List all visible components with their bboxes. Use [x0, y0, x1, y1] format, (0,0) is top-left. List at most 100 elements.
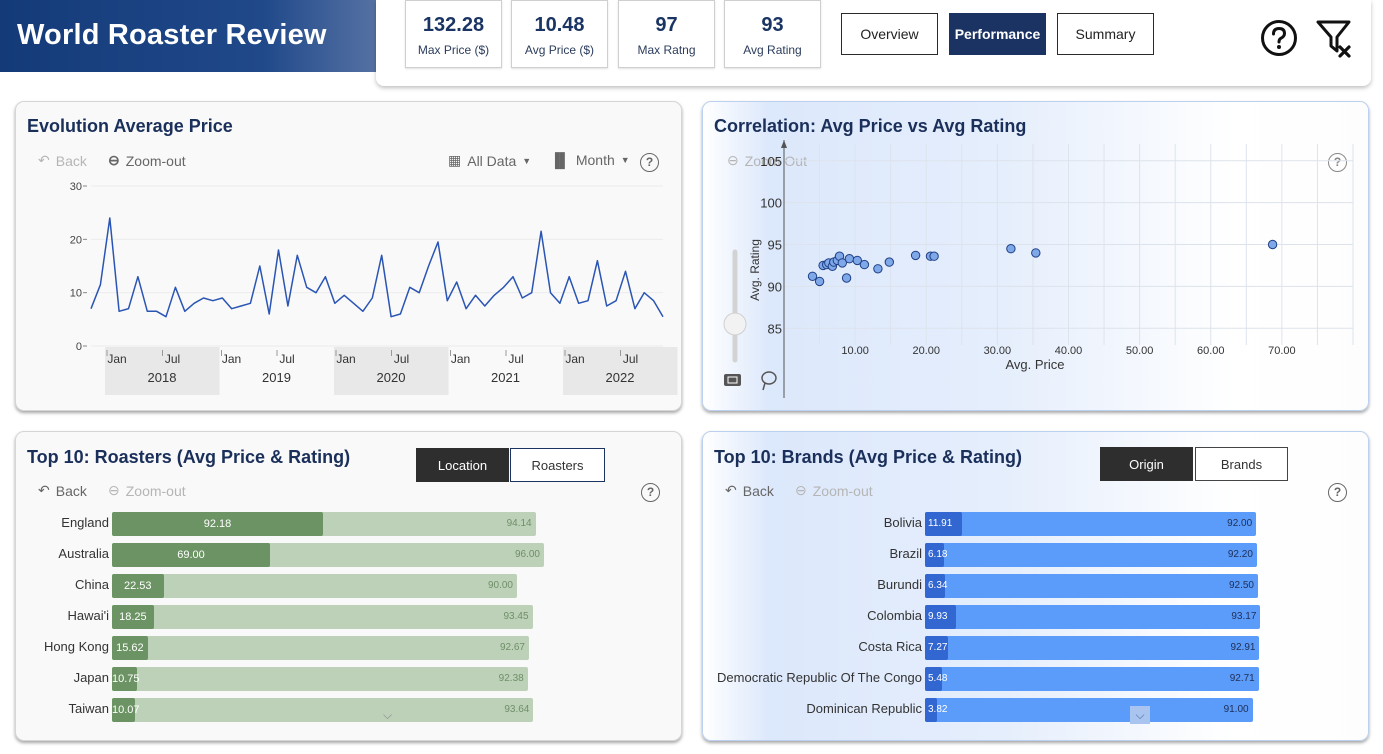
rating-bar[interactable]: [925, 574, 1258, 598]
price-series-line[interactable]: [90, 217, 664, 318]
rating-bar[interactable]: [925, 605, 1261, 629]
rating-bar[interactable]: [925, 698, 1253, 722]
price-value-label: 9.93: [928, 611, 948, 622]
price-value-label: 69.00: [177, 549, 205, 561]
scatter-point[interactable]: [1006, 244, 1016, 254]
back-button[interactable]: ↶ Back: [38, 482, 87, 499]
help-icon[interactable]: [1260, 19, 1298, 57]
zoom-out-icon: ⊖: [108, 482, 120, 498]
scatter-point[interactable]: [859, 259, 870, 270]
year-tick-label: 2019: [262, 370, 291, 385]
price-bar[interactable]: [925, 636, 948, 660]
zoom-out-button[interactable]: ⊖ Zoom Out: [727, 152, 807, 169]
price-bar[interactable]: [112, 512, 324, 536]
evolution-title: Evolution Average Price: [27, 116, 233, 136]
kpi-value: 132.28: [422, 14, 485, 36]
rating-bar[interactable]: [925, 636, 1260, 660]
y-tick-label: 105: [760, 154, 782, 169]
help-icon[interactable]: ?: [1328, 153, 1347, 172]
kpi-max-price: 132.28 Max Price ($): [405, 0, 502, 68]
kpi-value: 97: [655, 14, 678, 36]
all-data-dropdown[interactable]: ▦ All Data ▼: [448, 152, 531, 169]
kpi-nav-panel: 132.28 Max Price ($) 10.48 Avg Price ($)…: [376, 0, 1371, 86]
rating-bar[interactable]: [925, 512, 1257, 536]
price-bar[interactable]: [925, 605, 956, 629]
month-tick-label: Jul: [279, 352, 294, 366]
price-bar[interactable]: [925, 512, 962, 536]
help-icon[interactable]: ?: [1328, 483, 1347, 502]
scatter-point[interactable]: [837, 258, 848, 268]
rating-bar[interactable]: [112, 574, 517, 598]
month-tick-label: Jul: [165, 352, 180, 366]
y-tick-label: 10: [70, 288, 82, 300]
month-tick-label: Jul: [394, 352, 409, 366]
scatter-point[interactable]: [852, 255, 863, 266]
kpi-avg-price: 10.48 Avg Price ($): [511, 0, 608, 68]
scatter-point[interactable]: [873, 264, 883, 274]
rating-bar[interactable]: [925, 667, 1259, 691]
scatter-point[interactable]: [844, 254, 855, 264]
price-bar[interactable]: [112, 698, 136, 722]
back-button[interactable]: ↶ Back: [725, 482, 774, 499]
rating-bar[interactable]: [112, 636, 529, 660]
price-bar[interactable]: [925, 574, 945, 598]
rating-value-label: 92.20: [1227, 549, 1253, 560]
performance-button[interactable]: Performance: [949, 13, 1046, 55]
help-icon[interactable]: ?: [640, 153, 659, 172]
scatter-point[interactable]: [1267, 239, 1278, 250]
month-dropdown[interactable]: ▐▌ Month ▼: [550, 152, 630, 168]
price-bar[interactable]: [112, 667, 137, 691]
location-toggle[interactable]: Location: [416, 448, 509, 482]
overview-button[interactable]: Overview: [841, 13, 938, 55]
price-bar[interactable]: [925, 698, 937, 722]
rect-select-icon[interactable]: [724, 374, 741, 386]
price-bar[interactable]: [112, 605, 154, 629]
price-bar[interactable]: [112, 574, 164, 598]
zoom-out-button[interactable]: ⊖ Zoom-out: [108, 482, 186, 499]
scroll-down-icon[interactable]: ⌵: [383, 708, 393, 722]
bar-category-label: Taiwan: [68, 701, 109, 716]
back-label: Back: [742, 482, 774, 499]
scatter-point[interactable]: [910, 250, 921, 261]
filter-clear-icon[interactable]: [1316, 19, 1354, 59]
rating-bar[interactable]: [112, 698, 534, 722]
year-tick-label: 2018: [148, 370, 177, 385]
roasters-toggle[interactable]: Roasters: [510, 448, 605, 482]
price-value-label: 10.07: [112, 704, 140, 716]
help-icon[interactable]: ?: [641, 483, 660, 502]
rating-bar[interactable]: [925, 543, 1257, 567]
scatter-point[interactable]: [1031, 248, 1041, 258]
rating-value-label: 92.67: [499, 642, 525, 653]
lasso-icon[interactable]: [761, 371, 777, 391]
rating-bar[interactable]: [112, 605, 533, 629]
rating-bar[interactable]: [112, 667, 528, 691]
zoom-out-button[interactable]: ⊖ Zoom-out: [108, 152, 186, 169]
summary-button[interactable]: Summary: [1057, 13, 1154, 55]
scatter-point[interactable]: [929, 251, 939, 261]
y-tick-label: 100: [760, 196, 782, 211]
zoom-out-label: Zoom-out: [812, 482, 873, 499]
price-bar[interactable]: [925, 667, 942, 691]
brands-panel: Top 10: Brands (Avg Price & Rating) Orig…: [702, 431, 1369, 741]
price-value-label: 6.34: [928, 580, 948, 591]
price-bar[interactable]: [112, 636, 148, 660]
zoom-out-button[interactable]: ⊖ Zoom-out: [795, 482, 873, 499]
zoom-slider-handle[interactable]: [723, 312, 747, 336]
rating-value-label: 93.45: [503, 611, 529, 622]
brands-toggle[interactable]: Brands: [1195, 447, 1288, 481]
scatter-point[interactable]: [814, 276, 825, 287]
back-button[interactable]: ↶ Back: [38, 152, 87, 169]
x-tick-label: 50.00: [1126, 345, 1154, 357]
zoom-out-label: Zoom-out: [125, 152, 186, 169]
scatter-point[interactable]: [841, 273, 852, 283]
scatter-point[interactable]: [884, 257, 895, 267]
origin-toggle[interactable]: Origin: [1100, 447, 1193, 481]
bar-category-label: Japan: [73, 670, 109, 685]
price-bar[interactable]: [112, 543, 270, 567]
scroll-down-icon[interactable]: ⌵: [1130, 706, 1150, 724]
scatter-point[interactable]: [807, 271, 818, 282]
bar-category-label: Democratic Republic Of The Congo: [717, 670, 922, 685]
price-bar[interactable]: [925, 543, 945, 567]
y-tick-label: 95: [768, 238, 782, 253]
y-axis-arrow-icon: [781, 140, 787, 148]
